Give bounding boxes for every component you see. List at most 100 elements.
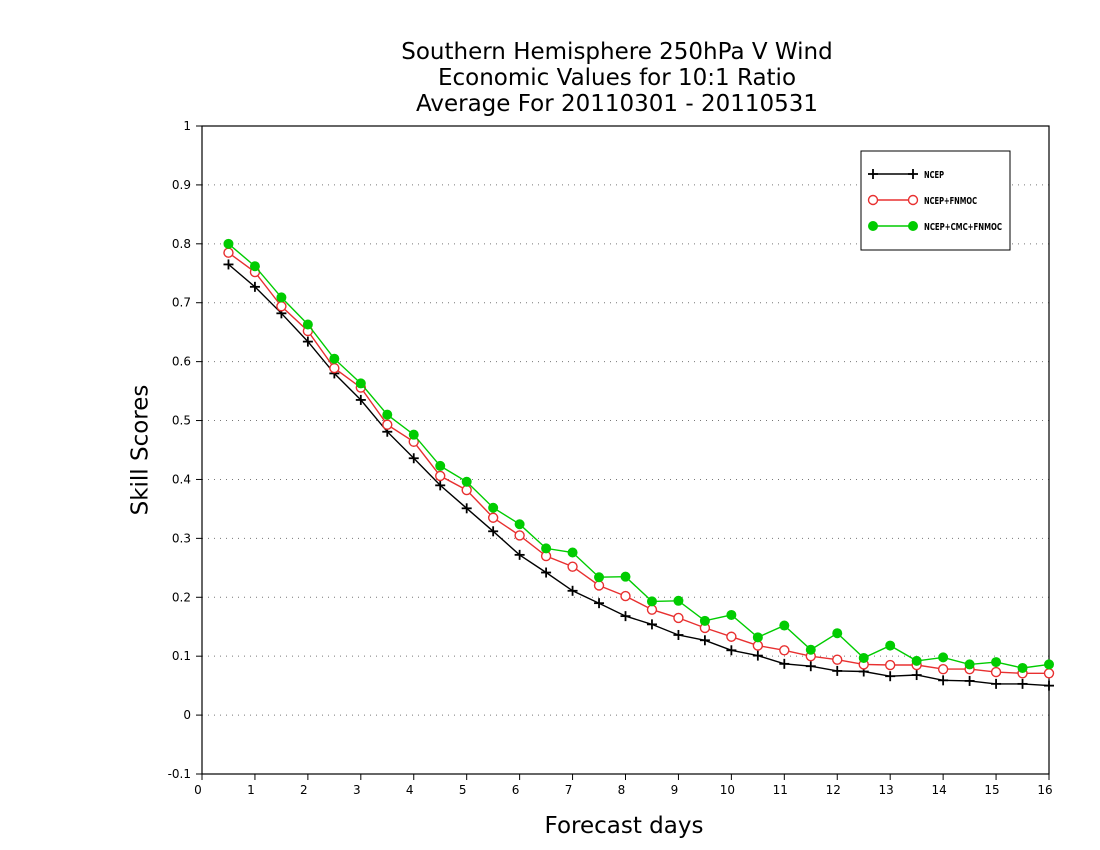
series-1: [223, 259, 1054, 691]
legend-marker: [868, 221, 878, 231]
chart-title: Southern Hemisphere 250hPa V WindEconomi…: [401, 39, 832, 117]
data-point: [461, 503, 472, 514]
data-point: [832, 628, 843, 639]
data-point: [223, 238, 234, 249]
y-tick-label: 0.6: [172, 355, 191, 369]
legend: NCEP NCEP+FNMOC NCEP+CMC+FNMOC: [860, 150, 1011, 251]
data-point: [276, 301, 287, 312]
grid: [202, 184, 1049, 716]
x-tick-label: 4: [406, 783, 414, 797]
data-point: [937, 663, 949, 675]
legend-label: NCEP+CMC+FNMOC: [924, 222, 1002, 233]
x-tick-label: 7: [565, 783, 573, 797]
series-line: [228, 243, 1050, 669]
x-tick-label: 14: [931, 783, 946, 797]
data-point: [620, 590, 631, 602]
data-point: [726, 645, 737, 656]
data-point: [673, 595, 684, 606]
data-point: [884, 659, 896, 671]
data-point: [302, 319, 313, 330]
data-point: [593, 580, 605, 591]
data-point: [1044, 680, 1054, 691]
data-point: [461, 476, 472, 487]
data-point: [541, 567, 552, 578]
x-tick-label: 8: [618, 783, 626, 797]
series-line: [228, 263, 1050, 687]
title-line-1: Southern Hemisphere 250hPa V Wind: [401, 39, 832, 65]
data-point: [249, 281, 260, 292]
data-point: [223, 247, 234, 258]
data-point: [964, 659, 975, 670]
legend-item: NCEP+FNMOC: [867, 194, 977, 207]
y-tick-label: 0.7: [172, 296, 191, 310]
data-point: [435, 470, 446, 482]
data-point: [938, 675, 949, 686]
series-3: [223, 238, 1054, 673]
x-axis-ticks: 0 1 2 3 4 5 6 7 8 9 10 11 12 13 14 15 16: [194, 774, 1053, 797]
x-axis-label: Forecast days: [545, 813, 704, 839]
x-tick-label: 15: [984, 783, 999, 797]
data-point: [832, 665, 843, 676]
y-tick-label: 0.4: [172, 472, 191, 486]
data-point: [488, 526, 499, 537]
legend-label: NCEP+FNMOC: [924, 196, 977, 207]
data-point: [779, 620, 790, 631]
data-point: [567, 547, 578, 558]
data-point: [726, 609, 737, 620]
legend-item: NCEP: [868, 169, 944, 181]
legend-marker: [907, 194, 919, 206]
data-point: [646, 619, 657, 630]
y-tick-label: 0.8: [172, 237, 191, 251]
data-point: [699, 615, 710, 626]
data-point: [382, 409, 393, 420]
data-point: [911, 655, 922, 666]
data-point: [435, 460, 446, 471]
y-tick-label: 0.5: [172, 414, 191, 428]
x-tick-label: 11: [773, 783, 788, 797]
data-point: [779, 645, 790, 656]
title-line-3: Average For 20110301 - 20110531: [416, 91, 818, 117]
x-tick-label: 5: [459, 783, 467, 797]
data-point: [805, 661, 816, 672]
data-point: [885, 671, 896, 682]
data-point: [991, 678, 1002, 689]
data-point: [990, 666, 1002, 678]
x-tick-label: 12: [826, 783, 841, 797]
data-point: [911, 670, 922, 681]
data-point: [594, 572, 605, 583]
data-point: [1044, 659, 1054, 670]
x-tick-label: 16: [1037, 783, 1052, 797]
data-point: [382, 419, 393, 430]
series: [223, 238, 1055, 691]
y-tick-label: 1: [183, 119, 191, 133]
data-point: [1017, 662, 1028, 673]
data-point: [514, 519, 525, 530]
data-point: [964, 675, 975, 686]
data-point: [594, 598, 605, 609]
data-point: [752, 650, 763, 661]
legend-marker: [867, 194, 879, 206]
legend-marker: [868, 169, 878, 179]
data-point: [461, 484, 472, 496]
y-tick-label: 0.9: [172, 178, 191, 192]
data-point: [646, 596, 657, 607]
y-tick-label: 0.2: [172, 590, 191, 604]
x-tick-label: 6: [512, 783, 520, 797]
x-tick-label: 10: [720, 783, 735, 797]
data-point: [805, 644, 816, 655]
x-tick-label: 3: [353, 783, 361, 797]
x-tick-label: 13: [879, 783, 894, 797]
data-point: [567, 561, 578, 572]
legend-label: NCEP: [924, 170, 944, 181]
y-tick-label: 0: [183, 708, 191, 722]
data-point: [488, 502, 499, 513]
data-point: [355, 378, 366, 389]
data-point: [355, 394, 366, 405]
data-point: [514, 530, 525, 541]
data-point: [832, 654, 843, 665]
x-tick-label: 0: [194, 783, 202, 797]
data-point: [752, 640, 764, 651]
y-tick-label: -0.1: [168, 767, 191, 781]
legend-item: NCEP+CMC+FNMOC: [868, 221, 1002, 233]
data-point: [1017, 678, 1028, 689]
